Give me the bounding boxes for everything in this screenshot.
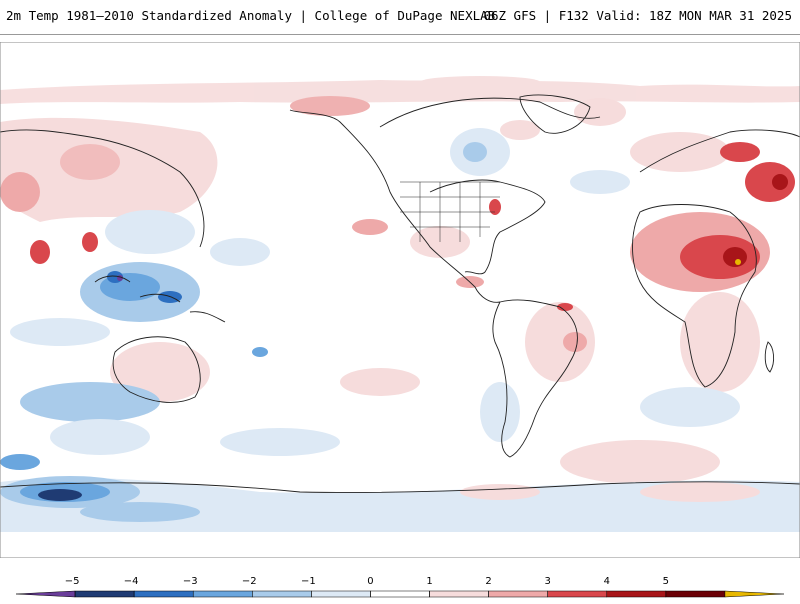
colorbar-segment xyxy=(429,590,489,598)
us-state-borders xyxy=(400,181,500,242)
colorbar-segment xyxy=(488,590,548,598)
anomaly-australia xyxy=(10,318,210,402)
colorbar-segment xyxy=(724,590,785,598)
colorbar-segment xyxy=(192,590,253,598)
colorbar-tick-label: 5 xyxy=(663,576,669,587)
anomaly-asia xyxy=(0,117,218,264)
header-bar: 2m Temp 1981–2010 Standardized Anomaly |… xyxy=(0,0,800,35)
colorbar-segment xyxy=(74,590,135,598)
anomaly-africa xyxy=(570,132,795,392)
colorbar-segment xyxy=(133,590,194,598)
colorbar-tick-label: −3 xyxy=(183,576,198,587)
colorbar-tick-label: 0 xyxy=(367,576,373,587)
colorbar-tick-label: −4 xyxy=(124,576,139,587)
colorbar-tick-label: 4 xyxy=(604,576,610,587)
colorbar-segment xyxy=(606,590,667,598)
anomaly-maritime xyxy=(80,238,270,357)
colorbar-graphic: −5 −4 −3 −2 −1 0 1 2 3 4 5 xyxy=(15,576,785,598)
colorbar-segment xyxy=(15,590,76,598)
colorbar-segment xyxy=(547,590,608,598)
map-title: 2m Temp 1981–2010 Standardized Anomaly |… xyxy=(6,8,496,23)
colorbar: −5 −4 −3 −2 −1 0 1 2 3 4 5 xyxy=(0,568,800,600)
colorbar-tick-label: −1 xyxy=(301,576,316,587)
colorbar-segment xyxy=(311,590,371,598)
colorbar-tick-label: 3 xyxy=(545,576,551,587)
coastlines xyxy=(0,94,800,493)
colorbar-tick-label: 2 xyxy=(485,576,491,587)
anomaly-antarctica xyxy=(0,476,800,532)
anomaly-map xyxy=(0,42,800,558)
anomaly-southern-ocean xyxy=(0,368,740,484)
colorbar-segment xyxy=(370,590,430,598)
colorbar-segment xyxy=(252,590,312,598)
anomaly-south-america xyxy=(480,302,595,442)
model-run-info: 06Z GFS | F132 Valid: 18Z MON MAR 31 202… xyxy=(483,8,792,23)
colorbar-segment xyxy=(665,590,726,598)
colorbar-tick-label: 1 xyxy=(426,576,432,587)
colorbar-tick-label: −2 xyxy=(242,576,257,587)
colorbar-tick-label: −5 xyxy=(65,576,80,587)
